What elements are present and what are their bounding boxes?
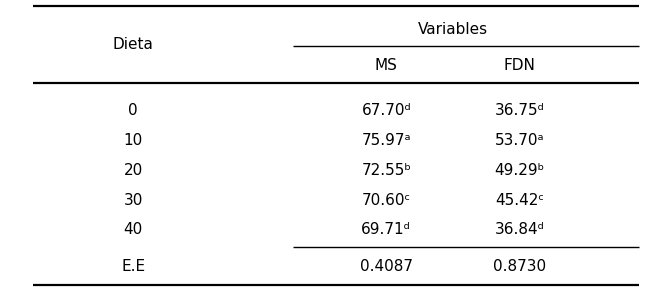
Text: 36.75ᵈ: 36.75ᵈ [495,103,544,118]
Text: 36.84ᵈ: 36.84ᵈ [495,222,544,237]
Text: MS: MS [375,58,398,73]
Text: Variables: Variables [418,21,488,37]
Text: 75.97ᵃ: 75.97ᵃ [362,133,411,148]
Text: 0: 0 [129,103,138,118]
Text: 0.4087: 0.4087 [360,259,413,274]
Text: 72.55ᵇ: 72.55ᵇ [361,163,412,178]
Text: FDN: FDN [503,58,535,73]
Text: 45.42ᶜ: 45.42ᶜ [495,193,544,208]
Text: 40: 40 [124,222,143,237]
Text: 53.70ᵃ: 53.70ᵃ [495,133,544,148]
Text: 67.70ᵈ: 67.70ᵈ [362,103,411,118]
Text: E.E: E.E [121,259,145,274]
Text: 20: 20 [124,163,143,178]
Text: 69.71ᵈ: 69.71ᵈ [362,222,411,237]
Text: 70.60ᶜ: 70.60ᶜ [362,193,411,208]
Text: 49.29ᵇ: 49.29ᵇ [494,163,545,178]
Text: 10: 10 [124,133,143,148]
Text: 30: 30 [123,193,143,208]
Text: 0.8730: 0.8730 [493,259,546,274]
Text: Dieta: Dieta [113,37,154,52]
